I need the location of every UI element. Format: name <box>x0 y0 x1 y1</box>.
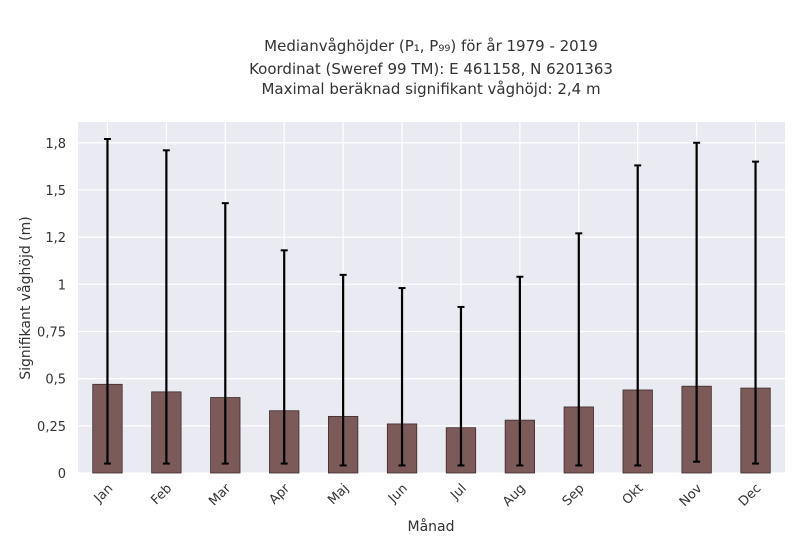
error-bar-feb <box>162 149 170 465</box>
x-tick-label: Maj <box>325 481 352 508</box>
x-tick-label: Apr <box>267 481 294 508</box>
error-bar-dec <box>752 160 760 465</box>
x-tick-label: Aug <box>500 481 529 510</box>
error-bar-aug <box>516 275 524 467</box>
chart-title: Medianvåghöjder (P₁, P₉₉) för år 1979 - … <box>249 37 613 98</box>
chart-title-line-2: Koordinat (Sweref 99 TM): E 461158, N 62… <box>249 60 613 78</box>
x-axis-label: Månad <box>408 518 455 535</box>
y-tick-label: 0 <box>58 467 66 482</box>
y-tick-label: 0,5 <box>45 373 66 388</box>
plot-area <box>78 122 785 473</box>
error-bars <box>103 137 760 467</box>
error-bar-mar <box>221 202 229 465</box>
x-tick-label: Sep <box>560 481 588 509</box>
y-tick-label: 0,75 <box>37 325 66 340</box>
error-bar-jan <box>103 137 111 465</box>
y-tick-label: 1,8 <box>45 137 66 152</box>
error-bar-okt <box>634 164 642 467</box>
y-axis-label: Signifikant våghöjd (m) <box>17 216 34 379</box>
error-bar-sep <box>575 232 583 467</box>
y-tick-label: 0,25 <box>37 420 66 435</box>
error-bar-jul <box>457 305 465 467</box>
x-tick-label: Jun <box>385 481 411 507</box>
y-tick-label: 1,5 <box>45 184 66 199</box>
x-tick-label: Nov <box>677 481 706 510</box>
y-tick-label: 1 <box>58 278 66 293</box>
error-bar-maj <box>339 273 347 467</box>
chart-title-line-3: Maximal beräknad signifikant våghöjd: 2,… <box>261 80 600 98</box>
chart-title-line-1: Medianvåghöjder (P₁, P₉₉) för år 1979 - … <box>264 37 598 55</box>
error-bar-nov <box>693 141 701 463</box>
x-tick-label: Jan <box>91 481 116 506</box>
y-tick-label: 1,2 <box>45 231 66 246</box>
x-tick-label: Mar <box>206 481 234 509</box>
x-tick-label: Dec <box>736 481 764 509</box>
x-tick-label: Feb <box>148 481 175 508</box>
x-tick-label: Jul <box>447 481 469 503</box>
y-axis-ticks: 0 0,25 0,5 0,75 1 1,2 1,5 1,8 <box>37 137 66 482</box>
error-bar-jun <box>398 287 406 467</box>
error-bar-apr <box>280 249 288 465</box>
x-tick-label: Okt <box>620 481 647 508</box>
x-axis-ticks: Jan Feb Mar Apr Maj Jun Jul Aug Sep Okt Nov Dec <box>91 481 765 510</box>
